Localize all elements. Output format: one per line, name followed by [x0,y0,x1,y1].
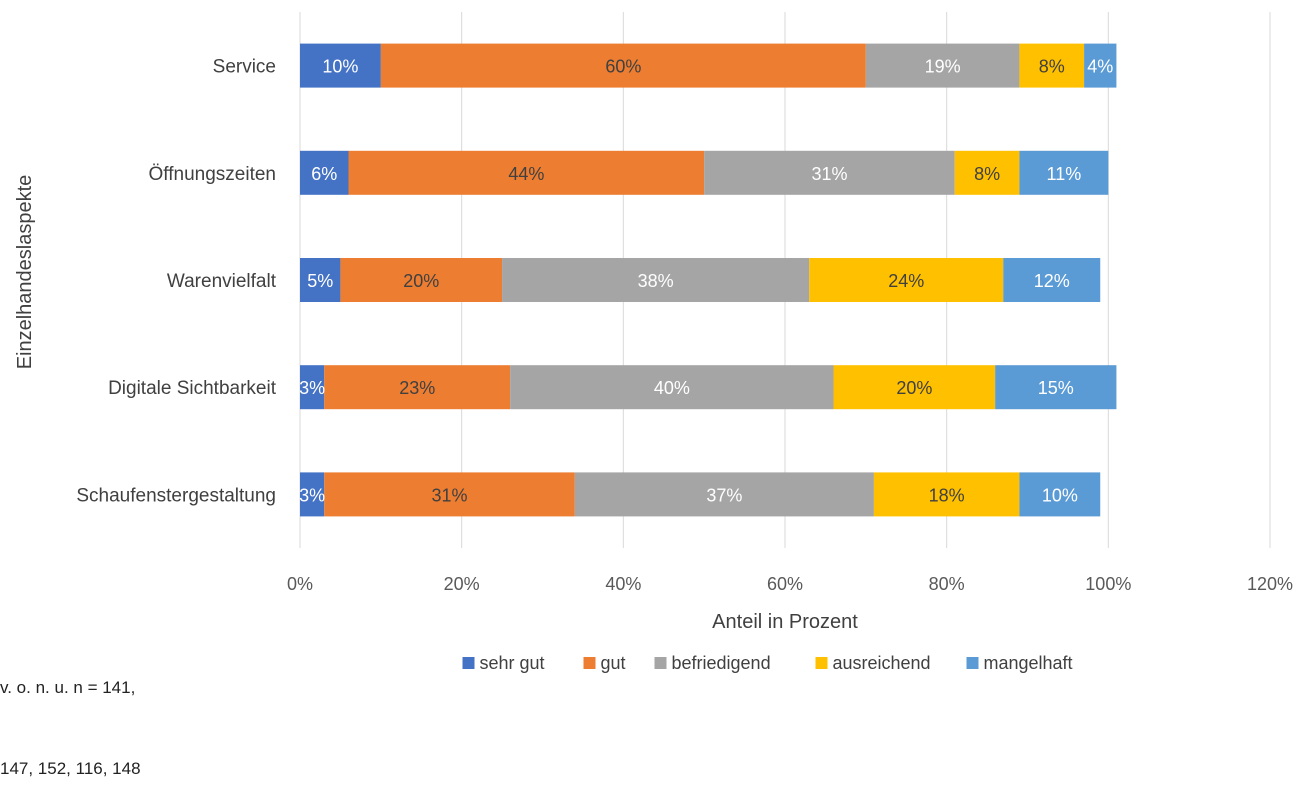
bar-segment [574,472,874,517]
data-label: 18% [929,485,965,505]
sample-size-note-line-2: 147, 152, 116, 148 [0,759,141,778]
y-axis-label: Einzelhandeslaspekte [14,175,36,370]
data-label: 20% [896,378,932,398]
data-label: 8% [974,164,1000,184]
x-tick-labels: 0% 20% 40% 60% 80% 100% 120% [287,574,1293,594]
x-tick-label: 40% [605,574,641,594]
data-label: 37% [706,485,742,505]
data-label: 60% [605,57,641,77]
bar-segment [300,258,341,302]
data-label: 15% [1038,378,1074,398]
data-label: 23% [399,378,435,398]
bar-segment [1003,258,1101,302]
bar-segment [324,365,511,410]
legend-swatch [815,657,828,669]
data-label: 19% [925,57,961,77]
stacked-bar-chart: 10% 60% 19% 8% 4% 6% 44% 31% 8% 11% 5% 20% 38% 24% 12%… [14,12,1293,673]
x-tick-label: 0% [287,574,313,594]
bar-segment [340,258,503,302]
bar-segment [865,43,1020,88]
legend-swatch [654,657,667,669]
x-tick-label: 20% [444,574,480,594]
bar-segment [995,365,1117,410]
data-label: 5% [307,271,333,291]
bar-segment [954,150,1020,195]
data-label: 12% [1034,271,1070,291]
bar-segment [809,258,1004,302]
sample-size-note: v. o. n. u. n = 141, 147, 152, 116, 148 [0,620,260,809]
data-label: 10% [1042,485,1078,505]
category-label: Service [213,57,276,78]
legend-entry: sehr gut [480,653,545,673]
bar-segment [300,43,381,88]
data-label: 3% [299,485,325,505]
data-label: 31% [432,485,468,505]
bar-segment [300,365,325,410]
legend-entry: mangelhaft [984,653,1073,673]
bar-segment [380,43,866,88]
sample-size-note-line-1: v. o. n. u. n = 141, [0,678,136,697]
data-label: 3% [299,378,325,398]
data-label: 4% [1087,57,1113,77]
legend-entry: befriedigend [672,653,771,673]
bar-segment [873,472,1020,517]
bar-segment [324,472,575,517]
data-label: 38% [638,271,674,291]
data-label: 11% [1047,164,1082,184]
legend-swatch [966,657,979,669]
category-label: Warenvielfalt [167,271,277,292]
bar-segment [300,472,325,517]
legend-entry: ausreichend [833,653,931,673]
category-label: Digitale Sichtbarkeit [108,378,277,399]
bar-segment [348,150,705,195]
legend-swatch [462,657,475,669]
data-labels: 10% 60% 19% 8% 4% 6% 44% 31% 8% 11% 5% 20% 38% 24% 12%… [299,57,1113,506]
bar-segment [1084,43,1117,88]
legend-swatch [583,657,596,669]
x-tick-label: 60% [767,574,803,594]
data-label: 40% [654,378,690,398]
category-label: Schaufenstergestaltung [76,485,276,506]
category-labels: Service Öffnungszeiten Warenvielfalt Digita… [76,57,276,507]
bar-segment [1019,43,1085,88]
bar-segments [300,43,1117,517]
legend: sehr gut gut befriedigend ausreichend mangel… [462,653,1073,673]
bar-segment [704,150,955,195]
data-label: 24% [888,271,924,291]
bar-segment [300,150,349,195]
bar-segment [833,365,996,410]
bar-segment [1019,472,1101,517]
bar-segment [1019,150,1109,195]
bar-segment [510,365,834,410]
data-label: 31% [811,164,847,184]
data-label: 8% [1039,57,1065,77]
legend-entry: gut [601,653,626,673]
data-label: 44% [508,164,544,184]
data-label: 20% [403,271,439,291]
x-tick-label: 100% [1085,574,1131,594]
category-label: Öffnungszeiten [149,164,276,185]
x-tick-label: 80% [929,574,965,594]
x-axis-label: Anteil in Prozent [712,611,858,633]
data-label: 6% [311,164,337,184]
data-label: 10% [322,57,358,77]
bar-segment [502,258,810,302]
x-tick-label: 120% [1247,574,1293,594]
